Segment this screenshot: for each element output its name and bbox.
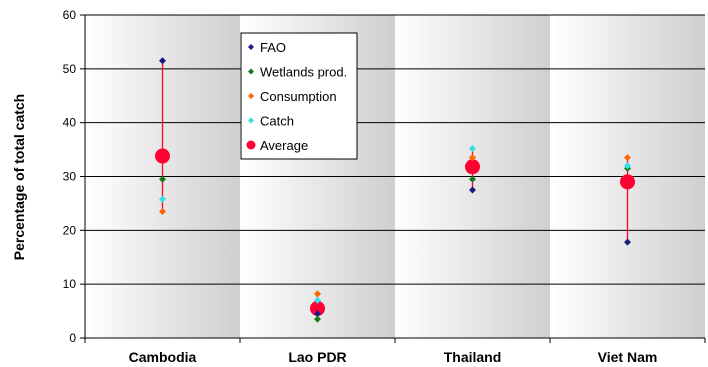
point-average — [310, 300, 325, 316]
legend-marker — [248, 117, 254, 124]
legend-marker — [248, 68, 254, 75]
y-tick-label: 10 — [63, 277, 77, 291]
point-average — [620, 174, 635, 190]
y-tick-label: 50 — [63, 62, 77, 76]
legend-label: Consumption — [260, 89, 337, 104]
y-axis-title: Percentage of total catch — [11, 94, 27, 261]
category-label: Thailand — [444, 349, 502, 365]
point-fao — [314, 310, 321, 318]
y-tick-label: 0 — [69, 331, 76, 345]
legend-label: Average — [260, 138, 308, 153]
point-wetlands-prod — [314, 315, 321, 323]
point-catch — [159, 195, 166, 203]
legend-box — [240, 32, 358, 160]
point-fao — [624, 238, 631, 246]
category-label: Cambodia — [129, 349, 197, 365]
point-consumption — [159, 207, 166, 215]
legend-label: Catch — [260, 114, 294, 129]
data-points — [155, 57, 635, 323]
gridlines — [85, 14, 705, 285]
y-tick-labels: 0 10 20 30 40 50 60 — [63, 8, 77, 345]
point-average — [465, 159, 480, 175]
legend-marker — [248, 44, 254, 50]
point-catch — [469, 145, 476, 153]
point-fao — [159, 57, 166, 65]
category-labels: Cambodia Lao PDR Thailand Viet Nam — [129, 349, 658, 365]
point-catch — [314, 296, 321, 304]
point-wetlands-prod — [159, 175, 166, 183]
legend-label: Wetlands prod. — [260, 65, 347, 80]
legend: FAO Wetlands prod. Consumption Catch Average — [240, 32, 358, 160]
point-average — [155, 148, 170, 164]
point-fao — [469, 186, 476, 194]
legend-marker — [246, 140, 256, 150]
y-tick-label: 20 — [63, 223, 77, 237]
legend-label: FAO — [260, 40, 286, 55]
category-label: Lao PDR — [288, 349, 346, 365]
category-label: Viet Nam — [598, 349, 658, 365]
point-wetlands-prod — [469, 175, 476, 183]
axes — [80, 14, 706, 343]
y-tick-label: 40 — [63, 116, 77, 130]
y-tick-label: 30 — [63, 170, 77, 184]
point-consumption — [624, 154, 631, 162]
y-tick-label: 60 — [63, 8, 77, 22]
point-consumption — [314, 290, 321, 298]
legend-marker — [248, 93, 254, 99]
point-catch — [624, 162, 631, 170]
point-consumption — [469, 154, 476, 162]
